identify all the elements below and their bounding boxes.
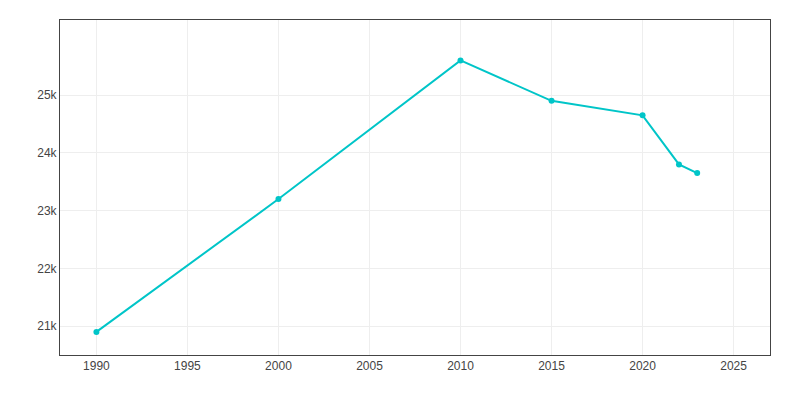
svg-text:1995: 1995 <box>174 359 201 373</box>
svg-text:21k: 21k <box>37 319 57 333</box>
svg-text:2000: 2000 <box>265 359 292 373</box>
svg-text:2005: 2005 <box>356 359 383 373</box>
svg-text:25k: 25k <box>37 88 57 102</box>
svg-text:2020: 2020 <box>629 359 656 373</box>
svg-text:1990: 1990 <box>83 359 110 373</box>
svg-text:23k: 23k <box>37 204 57 218</box>
svg-text:24k: 24k <box>37 146 57 160</box>
svg-text:2025: 2025 <box>720 359 747 373</box>
svg-text:2015: 2015 <box>538 359 565 373</box>
svg-text:2010: 2010 <box>447 359 474 373</box>
svg-text:22k: 22k <box>37 262 57 276</box>
